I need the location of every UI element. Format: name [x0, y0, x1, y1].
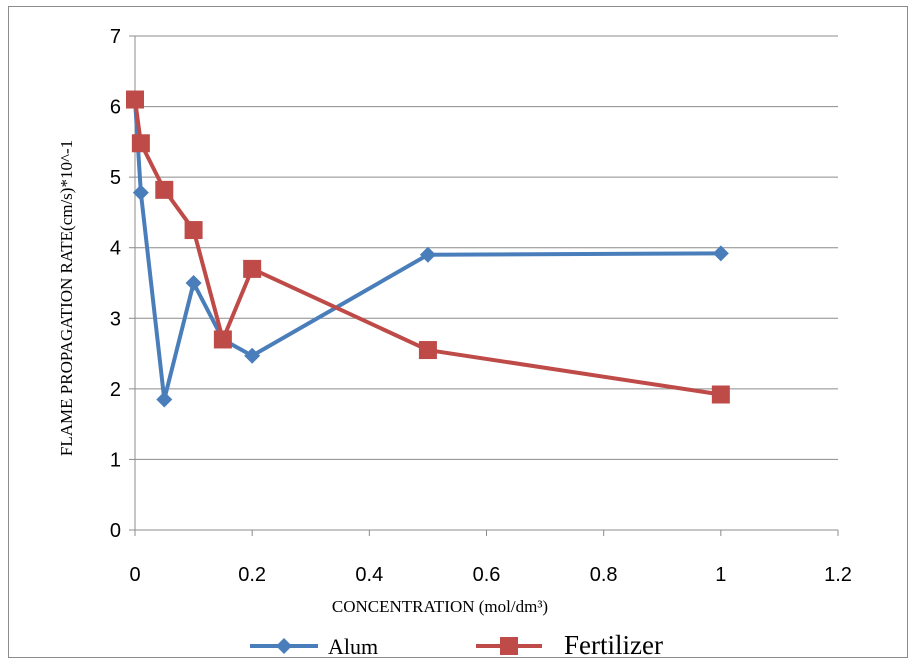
x-tick-label: 0	[129, 564, 140, 586]
y-tick-label: 7	[110, 26, 121, 48]
axes	[129, 35, 839, 536]
series-alum	[127, 91, 729, 408]
y-tick-label: 1	[110, 449, 121, 471]
legend-marker	[500, 637, 518, 655]
data-point-fertilizer	[184, 221, 203, 240]
data-point-alum	[712, 245, 729, 262]
y-axis-title: FLAME PROPAGATION RATE(cm/s)*10^-1	[57, 140, 76, 456]
x-axis-title: CONCENTRATION (mol/dm³)	[332, 597, 548, 616]
x-tick-label: 0.6	[473, 564, 501, 586]
data-point-alum	[185, 275, 202, 291]
y-tick-label: 3	[110, 308, 121, 330]
legend: Alum Fertilizer	[250, 630, 663, 660]
x-tick-label: 0.4	[355, 564, 383, 586]
series-fertilizer	[126, 90, 730, 404]
data-point-fertilizer	[126, 90, 144, 109]
data-point-fertilizer	[711, 385, 730, 404]
y-tick-label: 6	[110, 97, 121, 119]
y-tick-label: 2	[110, 379, 121, 401]
x-tick-label: 1	[715, 564, 726, 586]
data-point-fertilizer	[418, 341, 437, 360]
legend-item-alum: Alum	[250, 634, 378, 659]
data-point-alum	[132, 184, 149, 201]
y-tick-label: 5	[110, 167, 121, 189]
data-point-fertilizer	[131, 134, 150, 153]
data-point-fertilizer	[155, 180, 174, 199]
legend-marker	[276, 638, 292, 654]
series-line-alum	[133, 97, 723, 402]
gridlines	[135, 35, 838, 460]
data-point-alum	[156, 391, 173, 408]
y-tick-label: 4	[110, 238, 121, 260]
legend-label: Fertilizer	[564, 630, 663, 660]
legend-label: Alum	[328, 634, 378, 659]
data-point-alum	[419, 246, 436, 263]
data-point-fertilizer	[213, 330, 232, 349]
data-point-alum	[244, 347, 261, 364]
x-tick-label: 0.2	[238, 564, 266, 586]
legend-item-fertilizer: Fertilizer	[476, 630, 663, 660]
x-tick-label: 0.8	[590, 564, 618, 586]
tick-labels: 0 1 2 3 4 5 6 7 0 0.2 0.4 0.6 0.8 1 1.2	[110, 26, 852, 586]
data-point-fertilizer	[243, 259, 262, 278]
y-tick-label: 0	[110, 520, 121, 542]
x-tick-label: 1.2	[824, 564, 852, 586]
series-group	[126, 90, 730, 408]
